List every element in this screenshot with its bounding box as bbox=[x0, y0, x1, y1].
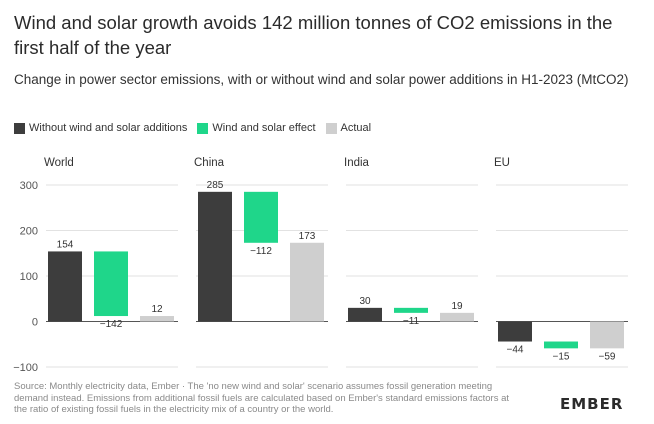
data-label-actual: −59 bbox=[599, 351, 616, 362]
bar-effect bbox=[394, 307, 428, 313]
ember-logo: EMBER bbox=[560, 395, 624, 413]
legend-swatch-without bbox=[14, 122, 25, 134]
panel-title-world: World bbox=[44, 157, 74, 169]
chart-legend: Without wind and solar additions Wind an… bbox=[14, 120, 381, 136]
data-label-without: −44 bbox=[507, 345, 524, 356]
y-tick-label: 100 bbox=[20, 271, 38, 283]
bar-actual bbox=[440, 312, 474, 322]
bar-without bbox=[198, 191, 232, 322]
data-label-without: 285 bbox=[207, 180, 224, 191]
chart-subtitle: Change in power sector emissions, with o… bbox=[14, 72, 629, 87]
panel-title-china: China bbox=[194, 157, 225, 169]
bar-effect bbox=[244, 191, 278, 243]
bar-actual bbox=[140, 316, 174, 322]
legend-label-without: Without wind and solar additions bbox=[29, 122, 188, 134]
panel-title-india: India bbox=[344, 157, 370, 169]
legend-item-effect: Wind and solar effect bbox=[197, 122, 316, 134]
bar-actual bbox=[590, 321, 624, 349]
data-label-without: 154 bbox=[57, 239, 74, 250]
legend-item-without: Without wind and solar additions bbox=[14, 122, 187, 134]
data-label-effect: −15 bbox=[553, 351, 570, 362]
data-label-actual: 12 bbox=[151, 304, 163, 315]
chart-title: Wind and solar growth avoids 142 million… bbox=[14, 12, 613, 58]
legend-swatch-effect bbox=[197, 122, 209, 134]
y-tick-label: 300 bbox=[20, 180, 38, 192]
y-tick-label: 200 bbox=[20, 226, 38, 238]
legend-label-effect: Wind and solar effect bbox=[212, 122, 316, 134]
panel-title-eu: EU bbox=[494, 157, 510, 169]
bar-without bbox=[348, 307, 382, 322]
legend-item-actual: Actual bbox=[325, 122, 372, 134]
y-tick-label: 0 bbox=[32, 317, 38, 329]
y-tick-label: −100 bbox=[13, 362, 38, 374]
data-label-without: 30 bbox=[359, 296, 371, 307]
bar-without bbox=[48, 251, 82, 322]
bar-effect bbox=[544, 341, 578, 349]
legend-label-actual: Actual bbox=[340, 122, 372, 134]
data-label-actual: 19 bbox=[451, 301, 463, 312]
source-note: Source: Monthly electricity data, Ember … bbox=[14, 381, 510, 415]
data-label-actual: 173 bbox=[299, 231, 316, 242]
data-label-effect: −112 bbox=[250, 246, 272, 257]
bar-without bbox=[498, 321, 532, 342]
data-label-effect: −11 bbox=[403, 316, 420, 327]
data-label-effect: −142 bbox=[100, 319, 123, 330]
bar-actual bbox=[290, 242, 324, 322]
legend-swatch-actual bbox=[325, 122, 337, 134]
bar-effect bbox=[94, 251, 128, 317]
